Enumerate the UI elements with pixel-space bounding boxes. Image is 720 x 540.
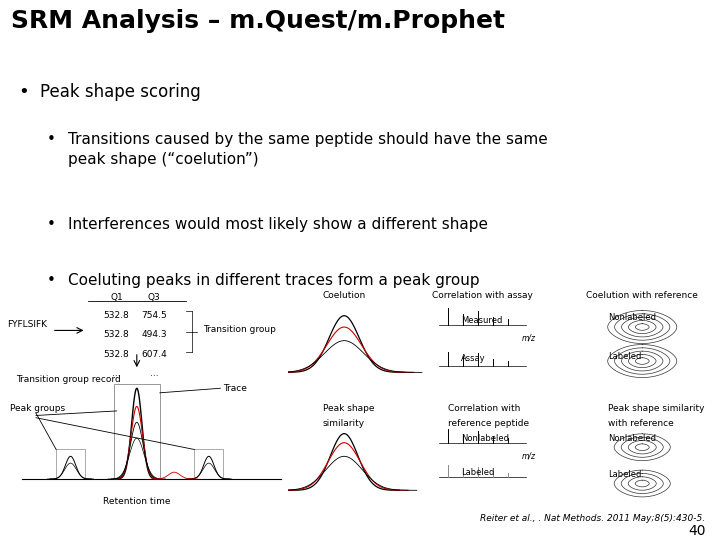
Text: 607.4: 607.4 (141, 350, 167, 359)
Text: Labeled: Labeled (608, 352, 641, 361)
Text: •: • (47, 217, 55, 232)
Text: •: • (47, 273, 55, 288)
Text: 532.8: 532.8 (104, 330, 130, 340)
Text: Coelution: Coelution (323, 291, 366, 300)
Text: 532.8: 532.8 (104, 350, 130, 359)
Text: Reiter et al., . Nat Methods. 2011 May;8(5):430-5.: Reiter et al., . Nat Methods. 2011 May;8… (480, 514, 706, 523)
Text: Nonlabeled: Nonlabeled (608, 434, 656, 443)
Text: Nonlabeled: Nonlabeled (461, 434, 509, 443)
Text: m/z: m/z (521, 334, 535, 343)
Text: Transitions caused by the same peptide should have the same
peak shape (“coeluti: Transitions caused by the same peptide s… (68, 132, 548, 167)
Text: with reference: with reference (608, 419, 673, 428)
Text: Coeluting peaks in different traces form a peak group: Coeluting peaks in different traces form… (68, 273, 480, 288)
Bar (114, 384, 160, 479)
Text: ...: ... (150, 369, 158, 378)
Text: Retention time: Retention time (103, 497, 171, 506)
Text: •: • (18, 83, 29, 101)
Text: Nonlabeled: Nonlabeled (608, 313, 656, 322)
Text: Transition group record: Transition group record (16, 375, 120, 383)
Text: SRM Analysis – m.Quest/m.Prophet: SRM Analysis – m.Quest/m.Prophet (11, 9, 505, 33)
Bar (56, 449, 85, 479)
Text: Q1: Q1 (110, 293, 123, 302)
Text: Labeled: Labeled (461, 468, 494, 477)
Text: Interferences would most likely show a different shape: Interferences would most likely show a d… (68, 217, 488, 232)
Text: Transition group: Transition group (203, 325, 276, 334)
Text: •: • (47, 132, 55, 147)
Text: Peak shape similarity: Peak shape similarity (608, 404, 704, 413)
Text: Coelution with reference: Coelution with reference (586, 291, 698, 300)
Text: ...: ... (112, 369, 121, 378)
Text: m/z: m/z (521, 452, 535, 461)
Text: Peak shape scoring: Peak shape scoring (40, 83, 200, 101)
Text: Measured: Measured (461, 316, 502, 325)
Text: Correlation with assay: Correlation with assay (432, 291, 533, 300)
Bar (194, 449, 223, 479)
Text: reference peptide: reference peptide (448, 419, 529, 428)
Text: Correlation with: Correlation with (448, 404, 521, 413)
Text: 532.8: 532.8 (104, 311, 130, 320)
Text: FYFLSIFK: FYFLSIFK (7, 320, 48, 329)
Text: 494.3: 494.3 (141, 330, 167, 340)
Text: Labeled: Labeled (608, 470, 641, 479)
Text: Q3: Q3 (148, 293, 161, 302)
Text: Trace: Trace (223, 384, 247, 393)
Text: Peak shape: Peak shape (323, 404, 374, 413)
Text: similarity: similarity (323, 419, 365, 428)
Text: Assay: Assay (461, 354, 485, 363)
Text: Peak groups: Peak groups (10, 404, 66, 413)
Text: 40: 40 (688, 524, 706, 538)
Text: 754.5: 754.5 (141, 311, 167, 320)
